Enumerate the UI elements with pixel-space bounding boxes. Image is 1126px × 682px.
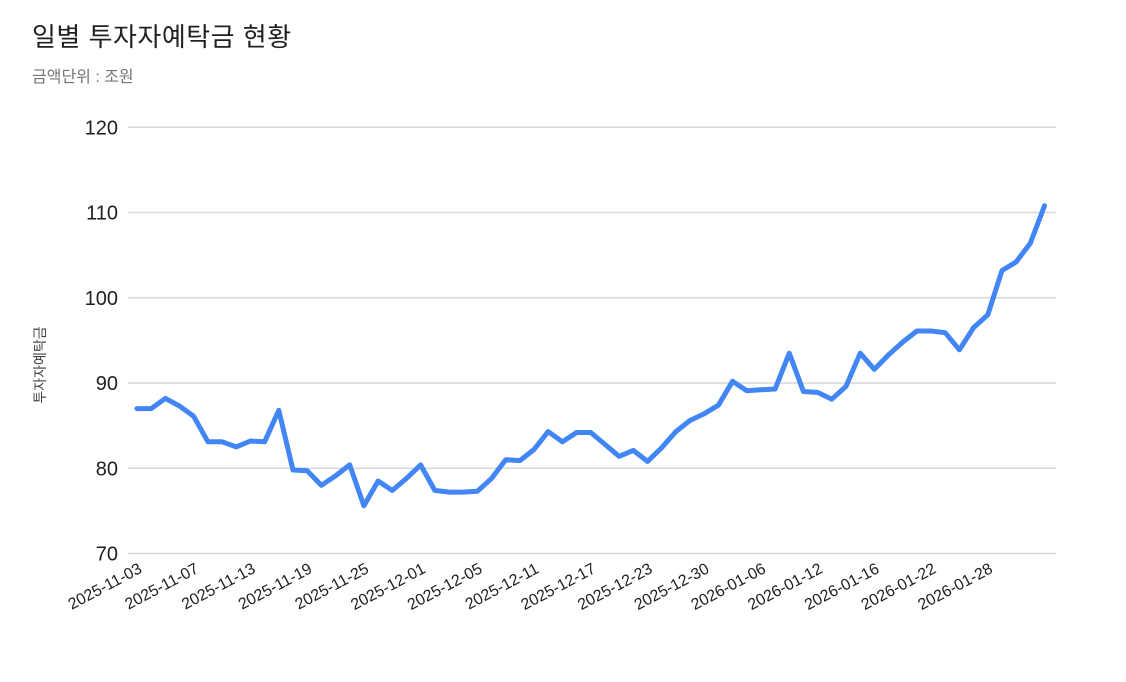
chart-subtitle: 금액단위 : 조원 [32,69,134,86]
series-line-투자자예탁금 [134,203,1047,509]
chart-title: 일별 투자자예탁금 현황 [32,22,292,52]
y-tick-label-80: 80 [96,458,118,480]
y-tick-label-120: 120 [85,117,118,139]
y-tick-label-100: 100 [85,288,118,310]
y-tick-label-70: 70 [96,544,118,566]
y-tick-label-90: 90 [96,373,118,395]
y-tick-label-110: 110 [86,203,118,225]
